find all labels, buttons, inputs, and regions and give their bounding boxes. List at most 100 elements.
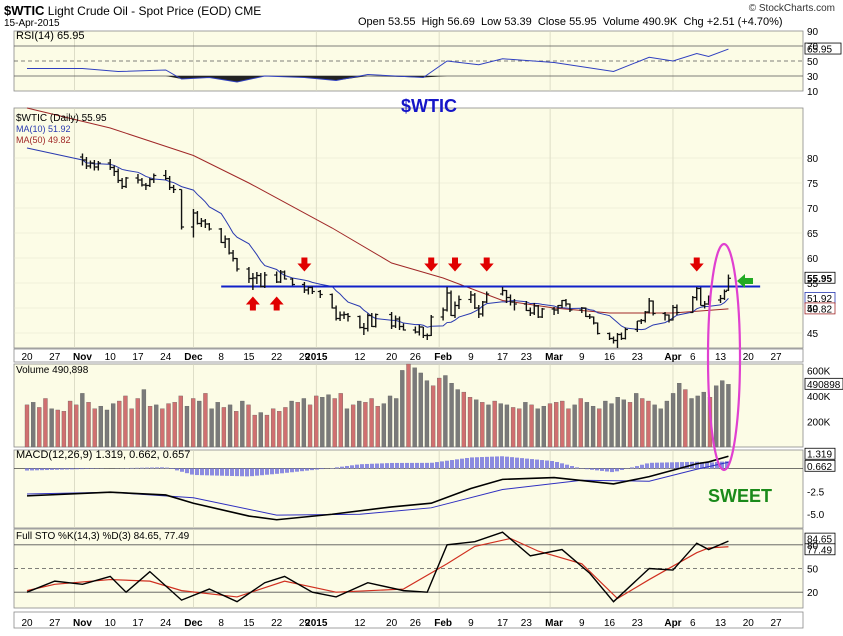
volume-bar [646, 400, 651, 448]
x-tick-label: 16 [604, 618, 616, 629]
x-tick-label: 20 [21, 618, 33, 629]
ma10-value-box-text: 51.92 [807, 294, 832, 305]
macd-histogram-bar [655, 462, 659, 469]
macd-histogram-bar [75, 468, 79, 470]
sto-tick-label: 50 [807, 565, 819, 576]
macd-histogram-bar [405, 462, 409, 469]
macd-histogram-bar [605, 468, 609, 472]
header-ohlc: Open 53.55 High 56.69 Low 53.39 Close 55… [358, 16, 783, 28]
macd-histogram-bar [55, 468, 59, 470]
price-legend-ma50: MA(50) 49.82 [16, 135, 71, 145]
volume-bar [492, 400, 497, 448]
ohlc-bar [725, 274, 731, 292]
volume-bar [443, 375, 448, 448]
volume-bar [117, 400, 122, 448]
macd-histogram-bar [700, 462, 704, 469]
macd-histogram-bar [335, 467, 339, 469]
ohlc-bar [539, 308, 545, 318]
macd-value-box-text: 0.662 [807, 462, 832, 473]
macd-histogram-bar [485, 456, 489, 469]
x-tick-label: Nov [73, 618, 92, 629]
macd-histogram-bar [150, 467, 154, 469]
volume-bar [689, 398, 694, 448]
macd-histogram-bar [260, 468, 264, 476]
macd-histogram-bar [725, 461, 729, 469]
macd-tick-label: -2.5 [807, 487, 825, 498]
x-tick-label: 26 [410, 352, 422, 363]
macd-histogram-bar [490, 456, 494, 469]
x-tick-label: 17 [132, 352, 144, 363]
ohlc-bar [511, 299, 517, 311]
red-down-arrow [479, 257, 494, 272]
price-tick-label: 70 [807, 204, 819, 215]
macd-histogram-bar [165, 467, 169, 469]
macd-histogram-bar [25, 468, 29, 471]
volume-bar [314, 395, 319, 448]
macd-histogram-bar [420, 462, 424, 469]
volume-bar [190, 398, 196, 448]
volume-tick-label: 600K [807, 366, 831, 377]
macd-histogram-bar [665, 462, 669, 469]
volume-bar [412, 367, 417, 448]
sto-value-1: 84.65 [133, 531, 159, 542]
macd-histogram-bar [460, 458, 464, 469]
volume-bar [277, 411, 282, 448]
macd-histogram-bar [320, 468, 324, 470]
x-tick-label: 22 [271, 618, 283, 629]
macd-legend: MACD(12,26,9) 1.319, 0.662, 0.657 [16, 449, 191, 461]
volume-bar [43, 398, 48, 448]
volume-bar [449, 383, 454, 448]
x-tick-label: 6 [690, 352, 696, 363]
macd-histogram-bar [590, 468, 594, 470]
x-tick-label: 29 [299, 618, 311, 629]
x-tick-label: Feb [434, 352, 452, 363]
volume-bar [566, 408, 571, 448]
macd-histogram-bar [230, 468, 234, 476]
ohlc-bar [282, 270, 288, 280]
open-label: Open [358, 16, 385, 28]
macd-value-box-text: 1.319 [807, 450, 832, 461]
macd-histogram-bar [80, 468, 84, 470]
volume-bar [474, 399, 479, 448]
volume-bar [658, 408, 663, 448]
ohlc-bar [456, 295, 462, 309]
macd-histogram-bar [570, 466, 574, 469]
volume-bar [289, 400, 294, 448]
volume-bar [726, 384, 731, 448]
volume-bar [597, 408, 602, 448]
ohlc-bar [721, 289, 727, 300]
macd-value-box [804, 459, 836, 472]
volume-bar [86, 402, 91, 448]
macd-histogram-bar [430, 462, 434, 469]
volume-legend-label: Volume [16, 365, 50, 376]
ohlc-bar [484, 291, 490, 303]
macd-histogram-bar [355, 464, 359, 469]
x-tick-label: 9 [579, 352, 585, 363]
macd-histogram-bar [240, 468, 244, 477]
close-value-box [804, 271, 836, 284]
x-tick-label: 16 [604, 352, 616, 363]
price-legend-ma10: MA(10) 51.92 [16, 124, 71, 134]
macd-histogram-bar [155, 467, 159, 469]
rsi-tick-label: 70 [807, 42, 819, 53]
x-tick-label: 9 [468, 618, 474, 629]
rsi-line [27, 48, 729, 83]
volume-bar [664, 400, 670, 448]
x-tick-label: 29 [299, 352, 311, 363]
macd-histogram-bar [365, 463, 369, 469]
volume-bar [670, 393, 676, 448]
ma10-line [26, 147, 729, 331]
sto-k-line [26, 531, 729, 603]
ma10-value: 51.92 [48, 124, 71, 134]
volume-bar [418, 372, 423, 448]
ma10-label: MA(10) [16, 124, 46, 134]
macd-histogram-bar [720, 461, 724, 469]
macd-histogram-bar [680, 462, 684, 469]
volume-bar [252, 414, 257, 448]
x-tick-label: 27 [49, 618, 61, 629]
price-legend-symbol: $WTIC (Daily) [16, 113, 79, 124]
volume-bar [154, 404, 159, 448]
x-tick-label: 15 [243, 352, 255, 363]
volume-bar [301, 398, 307, 448]
x-tick-label: 23 [632, 352, 644, 363]
